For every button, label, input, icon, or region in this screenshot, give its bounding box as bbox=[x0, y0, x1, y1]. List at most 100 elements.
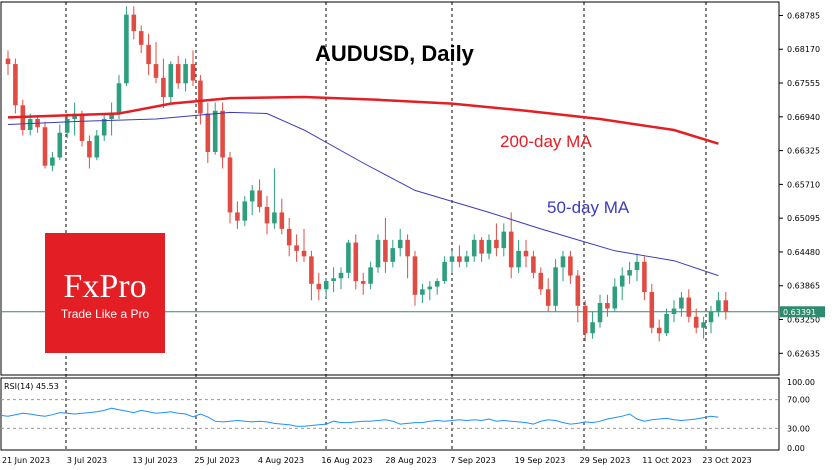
candle bbox=[286, 217, 292, 257]
candle bbox=[360, 272, 366, 295]
x-tick-label: 7 Sep 2023 bbox=[450, 456, 496, 465]
candle-body bbox=[442, 261, 447, 282]
candle bbox=[442, 256, 447, 284]
current-price-label: 0.63391 bbox=[783, 308, 816, 317]
candle-body bbox=[131, 14, 137, 32]
candle bbox=[619, 267, 625, 301]
candle-body bbox=[449, 256, 455, 262]
candle bbox=[212, 102, 218, 155]
candle-body bbox=[420, 289, 425, 295]
candle bbox=[486, 234, 492, 260]
candle-body bbox=[175, 64, 181, 84]
candle-body bbox=[405, 239, 410, 257]
candle bbox=[331, 267, 336, 293]
rsi-tick-label: 100.00 bbox=[787, 378, 815, 387]
candle bbox=[597, 294, 603, 328]
candle-body bbox=[5, 58, 11, 65]
time-axis: 21 Jun 2023 3 Jul 2023 13 Jul 2023 25 Jul 2… bbox=[2, 456, 752, 465]
candle-body bbox=[42, 127, 48, 166]
candle-body bbox=[212, 110, 218, 152]
x-tick-label: 11 Oct 2023 bbox=[642, 456, 691, 465]
candle bbox=[146, 33, 151, 76]
y-tick-label: 0.66325 bbox=[787, 147, 820, 156]
candle bbox=[634, 253, 640, 282]
rsi-tick-label: 30.00 bbox=[787, 424, 810, 433]
candle bbox=[434, 278, 440, 295]
candle-body bbox=[101, 119, 107, 136]
candle bbox=[420, 283, 425, 304]
candle-body bbox=[501, 231, 507, 249]
y-tick-label: 0.65710 bbox=[787, 180, 820, 189]
y-tick-label: 0.67555 bbox=[787, 79, 820, 88]
candle bbox=[5, 50, 11, 76]
candle bbox=[671, 300, 677, 323]
x-tick-label: 13 Jul 2023 bbox=[132, 456, 177, 465]
candle bbox=[42, 121, 48, 169]
x-tick-label: 21 Jun 2023 bbox=[2, 456, 50, 465]
candle-body bbox=[338, 272, 344, 279]
candle-body bbox=[235, 212, 240, 221]
candle bbox=[390, 239, 396, 268]
x-tick-label: 28 Aug 2023 bbox=[385, 456, 436, 465]
x-tick-label: 23 Oct 2023 bbox=[702, 456, 751, 465]
y-tick-label: 0.63865 bbox=[787, 282, 820, 291]
candle-body bbox=[538, 272, 544, 290]
candle bbox=[412, 250, 418, 306]
candle bbox=[494, 223, 499, 257]
candle-body bbox=[124, 14, 129, 84]
candle bbox=[642, 256, 647, 301]
candle bbox=[375, 234, 381, 273]
rsi-level-lines bbox=[1, 399, 779, 429]
candle-body bbox=[457, 256, 462, 262]
candle bbox=[183, 58, 188, 92]
candle bbox=[649, 283, 655, 334]
candle-body bbox=[57, 132, 63, 158]
candle bbox=[664, 308, 669, 336]
candle-body bbox=[508, 231, 514, 268]
candle bbox=[723, 292, 729, 320]
candle-body bbox=[316, 283, 322, 290]
candle-body bbox=[360, 281, 366, 284]
candle bbox=[716, 292, 721, 317]
candle-body bbox=[168, 64, 174, 98]
candle-body bbox=[686, 297, 692, 317]
candle-body bbox=[671, 308, 677, 315]
candle-body bbox=[531, 256, 536, 273]
vertical-gridlines bbox=[65, 2, 707, 450]
candle-body bbox=[486, 239, 492, 254]
candle-body bbox=[634, 261, 640, 271]
ma200-label: 200-day MA bbox=[500, 132, 592, 151]
candle bbox=[168, 61, 174, 103]
candle-body bbox=[494, 239, 499, 249]
candle bbox=[346, 239, 351, 279]
ma200-line bbox=[7, 95, 719, 145]
candle bbox=[568, 250, 573, 284]
candle-body bbox=[87, 140, 92, 158]
candle-body bbox=[693, 316, 699, 328]
candle-body bbox=[597, 303, 603, 323]
ma50-label: 50-day MA bbox=[547, 198, 630, 217]
candle-body bbox=[146, 44, 151, 65]
candle bbox=[501, 223, 507, 257]
candle-body bbox=[257, 190, 262, 207]
candle-body bbox=[116, 83, 122, 114]
candle-body bbox=[94, 135, 100, 158]
candle-body bbox=[183, 64, 188, 84]
candle-body bbox=[50, 157, 55, 166]
candle bbox=[235, 201, 240, 229]
candle-body bbox=[523, 250, 529, 257]
candle bbox=[590, 311, 595, 339]
candle bbox=[64, 113, 70, 139]
candle bbox=[323, 278, 329, 298]
x-tick-label: 29 Sep 2023 bbox=[580, 456, 631, 465]
candle bbox=[87, 135, 92, 169]
candle bbox=[109, 102, 114, 136]
candle-body bbox=[716, 300, 721, 312]
candle bbox=[227, 151, 233, 224]
moving-average-lines bbox=[7, 95, 719, 277]
candle-body bbox=[649, 292, 655, 328]
candle-body bbox=[553, 267, 558, 306]
candle bbox=[72, 102, 77, 136]
x-tick-label: 25 Jul 2023 bbox=[194, 456, 239, 465]
candle-body bbox=[723, 300, 729, 312]
